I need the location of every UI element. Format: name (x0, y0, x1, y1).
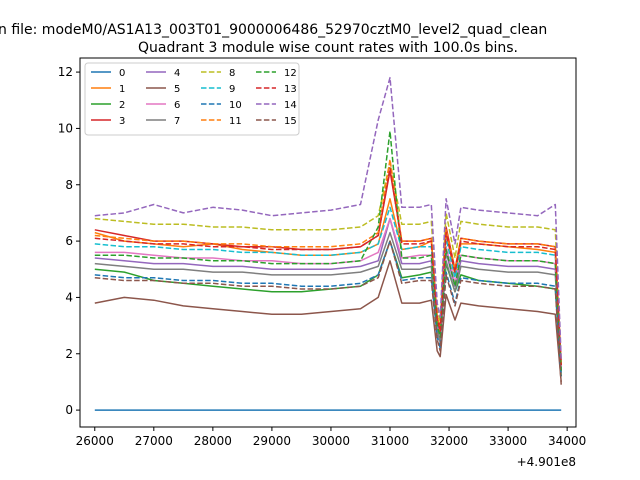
x-tick-label: 33000 (489, 434, 527, 448)
legend-label-8: 8 (229, 68, 235, 79)
series-line-12 (94, 130, 562, 371)
y-axis: 0 2 4 6 8 10 12 (58, 65, 80, 417)
y-tick-label: 2 (65, 347, 73, 361)
legend-label-13: 13 (284, 84, 297, 95)
y-tick-label: 4 (65, 290, 73, 304)
x-tick-label: 26000 (76, 434, 114, 448)
series-line-2 (94, 240, 562, 377)
x-tick-label: 32000 (430, 434, 468, 448)
legend-frame (84, 62, 300, 136)
legend-label-7: 7 (174, 116, 180, 127)
legend-label-1: 1 (119, 84, 125, 95)
y-tick-label: 10 (58, 121, 73, 135)
x-tick-label: 30000 (312, 434, 350, 448)
x-tick-label: 34000 (548, 434, 586, 448)
x-tick-label: 29000 (253, 434, 291, 448)
legend-label-0: 0 (119, 68, 125, 79)
series-line-15 (94, 240, 562, 385)
series-line-10 (94, 240, 562, 377)
legend-label-2: 2 (119, 100, 125, 111)
y-tick-label: 8 (65, 178, 73, 192)
x-tick-label: 31000 (371, 434, 409, 448)
series-line-14 (94, 76, 562, 360)
legend-label-10: 10 (229, 100, 242, 111)
series-layer (94, 76, 562, 411)
y-tick-label: 12 (58, 65, 73, 79)
series-line-9 (94, 206, 562, 368)
x-tick-label: 28000 (194, 434, 232, 448)
legend-label-5: 5 (174, 84, 180, 95)
y-tick-label: 6 (65, 234, 73, 248)
legend-label-15: 15 (284, 116, 297, 127)
series-line-7 (94, 231, 562, 374)
chart-title: Quadrant 3 module wise count rates with … (138, 40, 518, 56)
x-offset-label: +4.901e8 (517, 455, 576, 469)
plot-area (79, 57, 577, 428)
legend-label-14: 14 (284, 100, 297, 111)
x-tick-label: 27000 (135, 434, 173, 448)
legend-label-11: 11 (229, 116, 242, 127)
legend-label-3: 3 (119, 116, 125, 127)
series-line-5 (94, 260, 562, 382)
series-line-8 (94, 161, 562, 363)
series-line-3 (94, 169, 562, 366)
legend-label-6: 6 (174, 100, 180, 111)
x-axis: 26000 27000 28000 29000 30000 31000 32000 33000… (76, 427, 586, 448)
series-line-4 (94, 217, 562, 371)
series-line-11 (94, 158, 562, 366)
y-tick-label: 0 (65, 403, 73, 417)
legend-label-4: 4 (174, 68, 180, 79)
legend-label-9: 9 (229, 84, 235, 95)
series-line-1 (94, 198, 562, 368)
legend-label-12: 12 (284, 68, 297, 79)
figure-suptitle: n file: modeM0/AS1A13_003T01_9000006486_… (0, 22, 547, 38)
series-line-13 (94, 167, 562, 366)
